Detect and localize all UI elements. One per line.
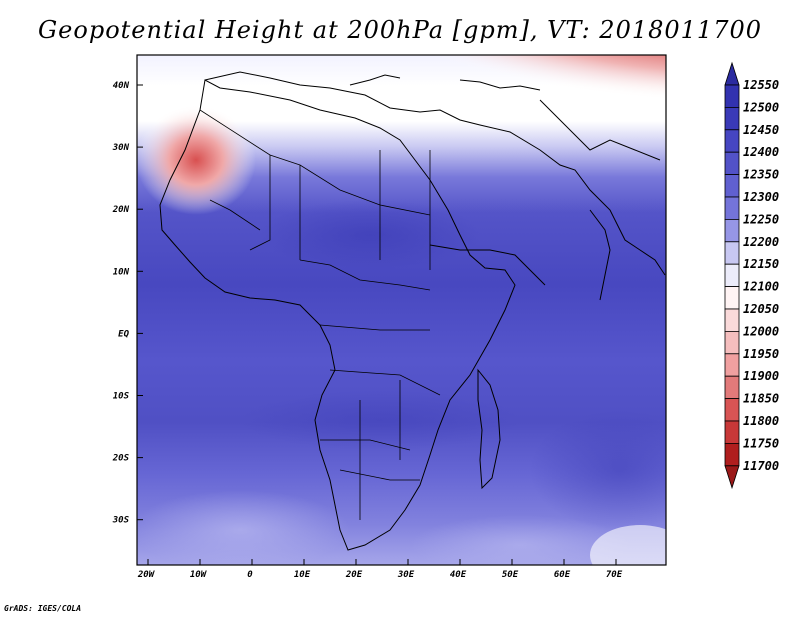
lon-label: 50E	[502, 570, 519, 580]
colorbar-level-label: 11900	[743, 369, 779, 383]
colorbar-level-label: 12350	[743, 168, 779, 182]
colorbar-bottom-arrow	[724, 465, 740, 490]
lon-label: 10E	[294, 570, 311, 580]
colorbar-box	[724, 420, 740, 444]
colorbar-level-label: 12050	[743, 302, 779, 316]
colorbar-level-label: 12000	[743, 324, 779, 338]
colorbar-level-label: 12550	[743, 78, 779, 92]
colorbar-box	[724, 330, 740, 355]
colorbar-box	[724, 107, 740, 131]
colorbar-box	[724, 129, 740, 153]
lat-label: 40N	[113, 81, 130, 91]
coastlines	[159, 71, 666, 551]
colorbar-box	[724, 174, 740, 198]
chart-title: Geopotential Height at 200hPa [gpm], VT:…	[38, 16, 762, 44]
lon-label: 40E	[450, 570, 467, 580]
colorbar-box	[724, 442, 740, 467]
colorbar-level-label: 12400	[743, 145, 779, 159]
lon-label: 0	[247, 570, 253, 580]
map-frame	[136, 54, 667, 566]
colorbar-level-label: 11750	[743, 436, 779, 450]
colorbar-level-label: 11800	[743, 414, 779, 428]
grads-credit: GrADS: IGES/COLA	[4, 604, 82, 613]
colorbar-level-label: 12200	[743, 235, 779, 249]
lon-label: 20W	[137, 570, 156, 580]
colorbar-box	[724, 151, 740, 175]
colorbar-box	[724, 286, 740, 310]
lat-label: 30S	[112, 516, 130, 526]
lat-label: 20N	[112, 205, 130, 215]
lat-label: 30N	[112, 143, 130, 153]
colorbar-box	[724, 375, 740, 400]
lat-label: 20S	[112, 454, 130, 464]
lon-label: 10W	[190, 570, 208, 580]
colorbar-level-label: 12500	[743, 100, 779, 114]
lon-label: 20E	[345, 570, 363, 580]
colorbar-level-label: 12150	[743, 257, 779, 271]
colorbar-box	[724, 263, 740, 288]
colorbar-level-label: 11950	[743, 347, 779, 361]
colorbar-box	[724, 398, 740, 422]
colorbar-box	[724, 353, 740, 377]
colorbar-level-label: 12300	[743, 190, 779, 204]
lat-label: 10S	[113, 392, 130, 402]
lon-label: 30E	[397, 570, 415, 580]
colorbar-box	[724, 218, 740, 243]
colorbar-level-label: 11700	[743, 459, 779, 473]
colorbar-level-label: 12450	[743, 123, 779, 137]
colorbar-box	[724, 308, 740, 332]
lon-label: 70E	[606, 570, 623, 580]
latitude-axis: 40N 30N 20N 10N EQ 10S 20S 30S	[112, 81, 143, 526]
colorbar-box	[724, 196, 740, 220]
colorbar-level-label: 12250	[743, 212, 779, 226]
colorbar-box	[724, 241, 740, 265]
colorbar-top-arrow	[724, 61, 740, 86]
lat-label: EQ	[118, 329, 129, 339]
longitude-axis: 20W 10W 0 10E 20E 30E 40E 50E 60E 70E	[137, 559, 623, 580]
height-field	[137, 55, 666, 565]
lat-label: 10N	[113, 267, 130, 277]
colorbar-box	[724, 84, 740, 108]
lon-label: 60E	[554, 570, 571, 580]
country-borders	[199, 109, 441, 520]
colorbar-level-label: 11850	[743, 392, 779, 406]
colorbar-level-label: 12100	[743, 280, 779, 294]
